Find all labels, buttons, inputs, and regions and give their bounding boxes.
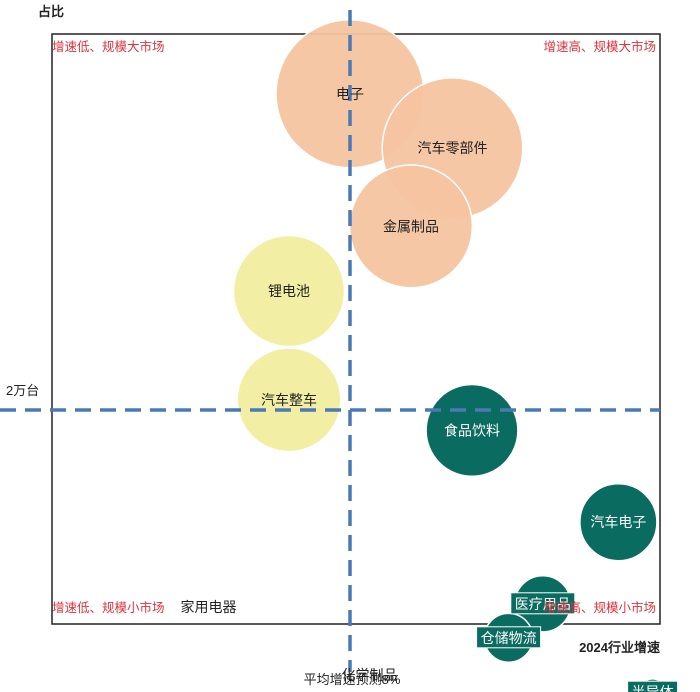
y-axis-title: 占比: [38, 4, 64, 19]
bubble-label-point-10: 仓储物流: [481, 630, 537, 646]
quadrant-label-top-left: 增速低、规模大市场: [52, 39, 165, 54]
label-tag-point-9: [510, 592, 576, 615]
bubble-label-point-8: 家用电器: [181, 599, 237, 615]
bubble-label-point-7: 汽车电子: [590, 514, 646, 530]
x-reference-label: 平均增速预测8%: [304, 672, 401, 687]
bubble-label-point-6: 食品饮料: [444, 422, 500, 438]
bubble-point-4: [236, 347, 342, 453]
bubble-point-6: [425, 383, 519, 478]
bubble-point-7: [579, 482, 658, 562]
label-tag-point-10: [476, 626, 542, 649]
bubble-label-point-11: 化学制品: [342, 667, 398, 683]
bubble-label-point-3: 锂电池: [268, 283, 310, 299]
quadrant-label-bottom-left: 增速低、规模小市场: [52, 600, 165, 615]
bubble-label-point-9: 医疗用品: [515, 596, 571, 612]
bubble-label-point-1: 汽车零部件: [418, 140, 488, 156]
x-axis-title: 2024行业增速: [579, 640, 660, 655]
bubble-label-point-4: 汽车整车: [261, 392, 317, 408]
bubble-point-2: [348, 164, 474, 289]
bubble-label-point-0: 电子: [336, 86, 364, 102]
quadrant-label-bottom-right: 增速高、规模小市场: [543, 600, 656, 615]
bubble-point-3: [232, 234, 346, 348]
y-reference-label: 2万台: [6, 383, 39, 398]
bubble-label-point-12: 半导体: [632, 684, 674, 692]
bubble-label-point-2: 金属制品: [383, 218, 439, 234]
quadrant-label-top-right: 增速高、规模大市场: [543, 39, 656, 54]
